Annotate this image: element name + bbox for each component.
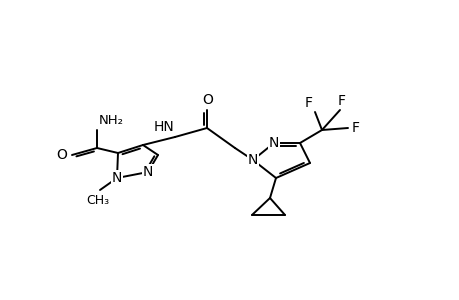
Text: F: F [304,96,312,110]
Text: N: N [247,153,257,167]
Text: F: F [351,121,359,135]
Text: O: O [56,148,67,162]
Text: CH₃: CH₃ [86,194,109,207]
Text: N: N [112,171,122,185]
Text: HN: HN [153,120,174,134]
Text: N: N [268,136,279,150]
Text: N: N [142,165,153,179]
Text: O: O [202,93,213,107]
Text: F: F [337,94,345,108]
Text: NH₂: NH₂ [99,114,124,127]
